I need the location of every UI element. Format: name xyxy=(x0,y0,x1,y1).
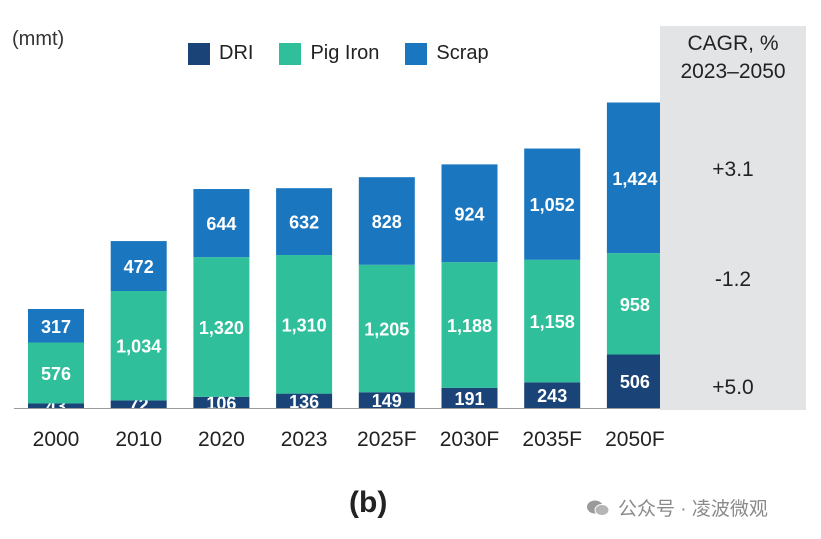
data-label-dri: 149 xyxy=(372,391,402,411)
data-label-scrap: 924 xyxy=(454,204,484,224)
legend-swatch-scrap xyxy=(405,42,428,65)
data-label-dri: 243 xyxy=(537,386,567,406)
bar-segment-dri xyxy=(606,354,663,408)
bar-segment-scrap xyxy=(193,189,250,258)
bar-segment-pig_iron xyxy=(606,253,663,355)
data-label-scrap: 1,424 xyxy=(612,169,657,189)
data-label-pig_iron: 1,310 xyxy=(282,315,327,335)
legend-label-dri: DRI xyxy=(219,42,254,64)
bar-segment-scrap xyxy=(606,102,663,254)
bar-segment-pig_iron xyxy=(110,291,167,401)
legend-label-scrap: Scrap xyxy=(436,42,489,64)
data-label-scrap: 828 xyxy=(372,212,402,232)
legend-swatch-pig-iron xyxy=(279,42,302,65)
figure-caption: (b) xyxy=(349,486,388,519)
bar-segment-scrap xyxy=(358,177,415,265)
data-label-scrap: 1,052 xyxy=(530,195,575,215)
bar-segment-dri xyxy=(524,382,581,408)
bar-segment-pig_iron xyxy=(441,262,498,388)
watermark-text: 公众号 · 凌波微观 xyxy=(618,499,768,520)
data-label-pig_iron: 1,205 xyxy=(364,320,409,340)
x-tick-label: 2023 xyxy=(281,428,328,451)
data-label-pig_iron: 576 xyxy=(41,364,71,384)
bar-segment-dri xyxy=(28,403,84,408)
bar-segment-dri xyxy=(110,400,167,408)
data-label-scrap: 632 xyxy=(289,213,319,233)
cagr-title-line2: 2023–2050 xyxy=(680,60,786,83)
bar-segment-scrap xyxy=(110,241,167,292)
data-label-scrap: 472 xyxy=(124,257,154,277)
cagr-value-scrap: +3.1 xyxy=(712,158,754,181)
cagr-value-pig-iron: -1.2 xyxy=(714,268,752,291)
x-tick-label: 2025F xyxy=(357,428,417,451)
data-label-pig_iron: 1,320 xyxy=(199,318,244,338)
bar-segment-pig_iron xyxy=(28,342,84,404)
data-label-dri: 506 xyxy=(620,372,650,392)
y-unit-label: (mmt) xyxy=(12,28,65,50)
bar-segment-scrap xyxy=(276,188,333,256)
data-label-dri: 191 xyxy=(454,389,484,409)
x-tick-label: 2050F xyxy=(605,428,665,451)
legend-swatch-dri xyxy=(188,42,210,65)
bar-segment-dri xyxy=(358,392,415,408)
x-tick-label: 2010 xyxy=(115,428,162,451)
watermark: 公众号 · 凌波微观 xyxy=(586,494,768,521)
x-tick-label: 2035F xyxy=(522,428,582,451)
data-label-pig_iron: 958 xyxy=(620,295,650,315)
cagr-value-dri: +5.0 xyxy=(712,376,754,399)
x-tick-label: 2020 xyxy=(198,428,245,451)
wechat-icon xyxy=(587,500,610,516)
data-label-scrap: 317 xyxy=(41,317,71,337)
bar-segment-scrap xyxy=(524,148,581,260)
bar-segment-pig_iron xyxy=(276,255,333,394)
bar-segment-dri xyxy=(441,387,498,408)
x-tick-label: 2000 xyxy=(33,428,80,451)
cagr-panel: CAGR, % 2023–2050 +3.1 -1.2 +5.0 xyxy=(660,26,806,410)
cagr-title-line1: CAGR, % xyxy=(687,32,779,55)
data-label-pig_iron: 1,158 xyxy=(530,312,575,332)
legend-item-scrap: Scrap xyxy=(405,42,489,65)
bar-segment-dri xyxy=(193,396,250,408)
data-label-pig_iron: 1,188 xyxy=(447,316,492,336)
legend-item-dri: DRI xyxy=(188,42,253,65)
bar-segment-scrap xyxy=(441,164,498,263)
bar-segment-pig_iron xyxy=(524,259,581,383)
bar-segment-pig_iron xyxy=(358,264,415,393)
cagr-title: CAGR, % 2023–2050 xyxy=(660,30,806,86)
legend-item-pig-iron: Pig Iron xyxy=(279,42,379,65)
bar-segment-dri xyxy=(276,393,333,408)
bar-segment-scrap xyxy=(28,308,84,343)
data-label-dri: 136 xyxy=(289,392,319,412)
legend-label-pig-iron: Pig Iron xyxy=(310,42,380,64)
legend: DRI Pig Iron Scrap xyxy=(188,42,489,65)
data-label-pig_iron: 1,034 xyxy=(116,337,161,357)
bar-segment-pig_iron xyxy=(193,257,250,397)
x-tick-label: 2030F xyxy=(440,428,500,451)
data-label-scrap: 644 xyxy=(206,214,236,234)
